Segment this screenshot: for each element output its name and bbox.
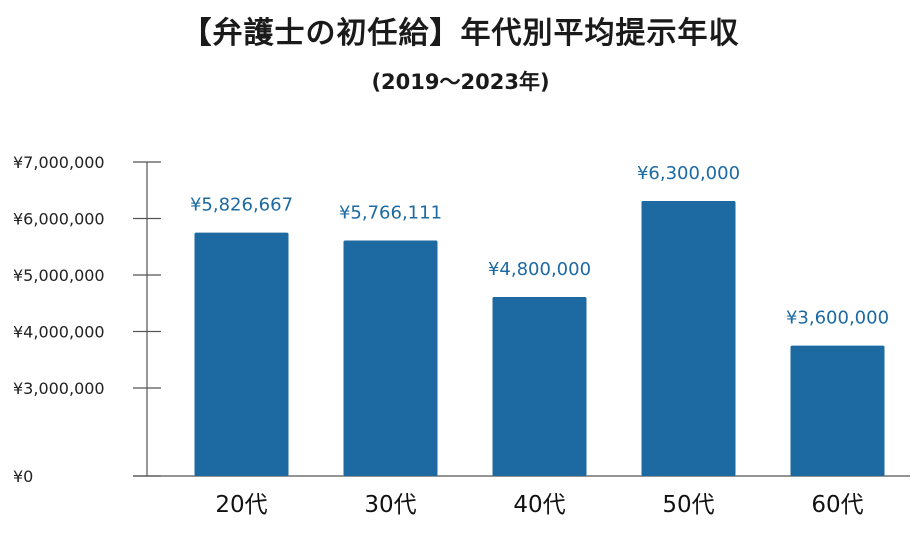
x-axis-category-labels: 20代 30代 40代 50代 60代 (215, 492, 863, 518)
category-label-2: 30代 (364, 492, 416, 518)
data-label-4: ¥6,300,000 (637, 163, 740, 184)
category-label-5: 60代 (811, 492, 863, 518)
data-label-3: ¥4,800,000 (488, 259, 591, 280)
chart-title: 【弁護士の初任給】年代別平均提示年収 (181, 16, 740, 51)
data-label-2: ¥5,766,111 (339, 203, 442, 224)
y-axis-ticks: ¥0 ¥3,000,000 ¥4,000,000 ¥5,000,000 ¥6,000,0… (13, 153, 161, 486)
y-tick-label: ¥3,000,000 (13, 379, 105, 398)
y-tick-label: ¥4,000,000 (13, 323, 105, 342)
bar-4 (641, 200, 736, 477)
y-tick-label: ¥7,000,000 (13, 153, 105, 172)
bar-5 (790, 345, 885, 476)
y-tick-label: ¥5,000,000 (13, 266, 105, 285)
category-label-3: 40代 (513, 492, 565, 518)
bar-2 (343, 240, 438, 476)
y-tick-label: ¥6,000,000 (13, 210, 105, 229)
data-label-1: ¥5,826,667 (190, 195, 293, 216)
bar-1 (194, 232, 289, 476)
data-label-5: ¥3,600,000 (786, 308, 889, 329)
category-label-1: 20代 (215, 492, 267, 518)
bar-3 (492, 297, 587, 476)
chart-subtitle: (2019〜2023年) (371, 70, 550, 94)
data-labels: ¥5,826,667 ¥5,766,111 ¥4,800,000 ¥6,300,000… (190, 163, 889, 329)
y-tick-label: ¥0 (13, 467, 33, 486)
bars (194, 200, 885, 477)
category-label-4: 50代 (662, 492, 714, 518)
